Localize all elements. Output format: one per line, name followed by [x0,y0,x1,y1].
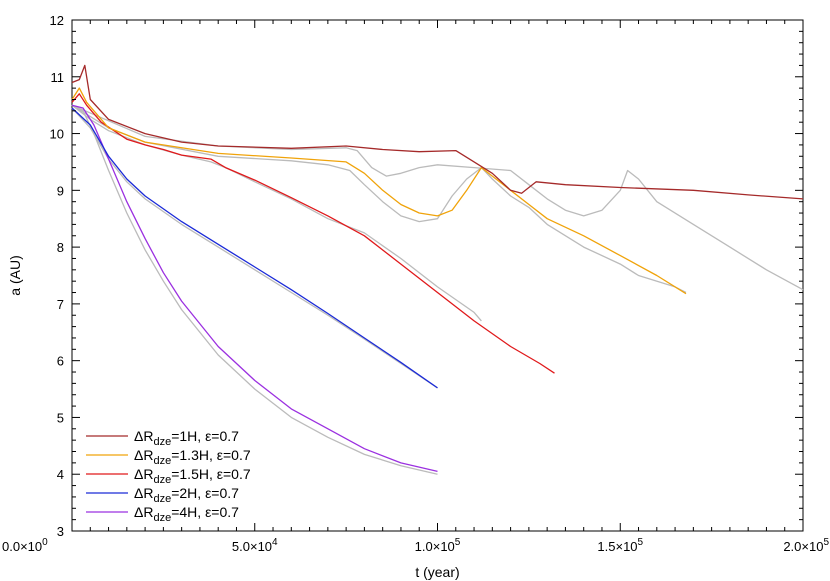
y-tick-label: 9 [57,183,64,198]
series-line-8 [71,87,687,295]
y-tick-label: 5 [57,410,64,425]
series-layer [71,64,804,475]
y-tick-label: 12 [50,13,64,28]
axis-ticks: 3 4 5 6 7 8 9 10 11 12 0.0×100 5.0×104 1.0×105 1.5×10… [2,13,829,554]
y-tick-label: 11 [51,70,65,85]
y-axis-label: a (AU) [7,255,23,295]
series-line-4 [71,104,804,291]
legend-label-0: ΔRdze=1H, ε=0.7 [134,428,239,448]
axis-labels: t (year) a (AU) [7,255,460,580]
series-line-3 [71,104,687,294]
y-tick-label: 10 [50,127,64,142]
legend-label-3: ΔRdze=2H, ε=0.7 [134,485,239,505]
legend-label-1: ΔRdze=1.3H, ε=0.7 [134,447,251,467]
x-tick-label: 0.0×100 [2,537,48,554]
series-line-0 [71,104,438,475]
x-tick-label: 2.0×105 [783,537,829,554]
legend-label-2: ΔRdze=1.5H, ε=0.7 [134,466,251,486]
series-line-9 [71,64,804,200]
series-line-6 [71,107,438,389]
x-tick-label: 1.5×105 [597,537,643,554]
y-tick-label: 4 [57,467,64,482]
y-tick-label: 6 [57,354,64,369]
series-line-5 [71,104,438,473]
legend-label-4: ΔRdze=4H, ε=0.7 [134,504,239,524]
y-tick-label: 8 [57,240,64,255]
y-tick-label: 3 [57,524,64,539]
x-axis-label: t (year) [415,564,459,580]
x-tick-label: 1.0×105 [415,537,461,554]
x-tick-label: 5.0×104 [232,537,278,554]
y-tick-label: 7 [57,297,64,312]
